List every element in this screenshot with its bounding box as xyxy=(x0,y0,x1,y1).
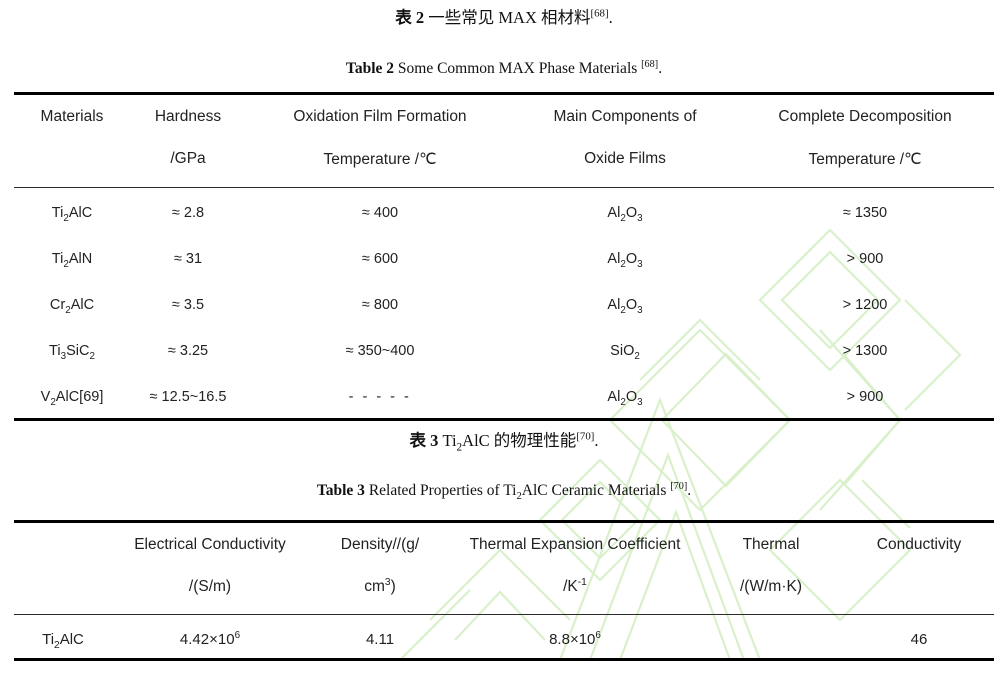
table2-cell-hardness: ≈ 31 xyxy=(173,251,203,267)
table2-cell-hardness: ≈ 3.25 xyxy=(167,343,209,359)
table2-header-row-1: Materials Hardness Oxidation Film Format… xyxy=(14,96,994,138)
table2-col-decomposition-temp-l2: Temperature /℃ xyxy=(808,150,922,168)
table2-cell-material: V2AlC[69] xyxy=(40,389,104,408)
table3-caption-cn-trailing: . xyxy=(594,431,599,450)
table2-cell-oxidation-temp: ≈ 400 xyxy=(361,205,399,221)
table3-header-row-2: /(S/m) cm3) /K-1 /(W/m·K) xyxy=(14,566,994,608)
table2-col-materials-l2 xyxy=(14,138,130,180)
table3-col-material-l1 xyxy=(14,524,112,566)
table2-cell-decomposition-temp: > 1200 xyxy=(842,297,888,313)
table2-cell-oxidation-temp: ≈ 600 xyxy=(361,251,399,267)
table2-cell-hardness: ≈ 3.5 xyxy=(171,297,205,313)
table3-col-density-l2: cm3) xyxy=(364,576,396,595)
table3-cell-thermal-conductivity xyxy=(698,617,844,662)
table2-cell-material: Ti3SiC2 xyxy=(49,343,95,362)
table3-caption-english: Table 3 Related Properties of Ti2AlC Cer… xyxy=(0,480,1008,503)
table2-cell-oxide: Al2O3 xyxy=(607,297,643,316)
table3-col-thermal-expansion-l2: /K-1 xyxy=(563,576,587,595)
table2-caption-en-lead: Table 2 xyxy=(345,60,395,77)
table3-caption-en-pre: Related Properties of Ti xyxy=(368,482,517,499)
table2-cell-oxide: Al2O3 xyxy=(607,205,643,224)
table3-col-thermal-l2: /(W/m·K) xyxy=(740,578,802,595)
table2-header: Materials Hardness Oxidation Film Format… xyxy=(14,96,994,180)
table2-col-oxidation-temp-l1: Oxidation Film Formation xyxy=(293,108,467,125)
table-row: Cr2AlC ≈ 3.5 ≈ 800 Al2O3 > 1200 xyxy=(14,282,994,328)
table2-caption-en-text: Some Common MAX Phase Materials xyxy=(397,60,638,77)
table2-cell-decomposition-temp: > 1300 xyxy=(842,343,888,359)
table3-col-electrical-conductivity-l2: /(S/m) xyxy=(188,578,232,595)
table2-header-row-2: /GPa Temperature /℃ Oxide Films Temperat… xyxy=(14,138,994,180)
table2-cell-oxidation-temp: - - - - - xyxy=(348,389,412,405)
table3-col-material-l2 xyxy=(14,566,112,608)
table2-cell-hardness: ≈ 12.5~16.5 xyxy=(149,389,227,405)
table2-caption-cn-lead: 表 2 xyxy=(395,8,425,27)
table2-top-rule xyxy=(14,92,994,95)
table3-cell-electrical-conductivity: 4.42×106 xyxy=(179,630,241,648)
table2-col-hardness-l2: /GPa xyxy=(170,150,206,167)
table2-col-hardness-l1: Hardness xyxy=(154,108,222,125)
table3-caption-cn-post: AlC 的物理性能 xyxy=(462,431,577,450)
table2-cell-decomposition-temp: > 900 xyxy=(846,251,884,267)
table2-col-decomposition-temp-l1: Complete Decomposition xyxy=(778,108,952,125)
table2-caption-chinese: 表 2 一些常见 MAX 相材料[68]. xyxy=(0,7,1008,27)
table3-caption-cn-pre: Ti xyxy=(442,431,457,450)
table2-cell-oxide: SiO2 xyxy=(610,343,640,362)
table2-caption-cn-trailing: . xyxy=(608,8,613,27)
table3-body: Ti2AlC 4.42×106 4.11 8.8×106 46 xyxy=(14,617,994,662)
table2-caption-cn-text: 一些常见 MAX 相材料 xyxy=(428,8,591,27)
table3-cell-thermal-expansion: 8.8×106 xyxy=(549,630,601,648)
table2-cell-oxidation-temp: ≈ 350~400 xyxy=(345,343,415,359)
table2-col-oxide-components-l1: Main Components of xyxy=(553,108,697,125)
table2-body: Ti2AlC ≈ 2.8 ≈ 400 Al2O3 ≈ 1350 Ti2AlN ≈… xyxy=(14,190,994,420)
table3-col-conductivity-l2 xyxy=(844,566,994,608)
table3-caption-cn-ref: [70] xyxy=(576,430,595,443)
table3-header-rule xyxy=(14,614,994,616)
table2-cell-material: Ti2AlN xyxy=(51,251,93,270)
table3-bottom-rule xyxy=(14,658,994,661)
table3-col-thermal-l1: Thermal xyxy=(742,536,800,553)
table2-cell-material: Cr2AlC xyxy=(49,297,95,316)
table-row: Ti2AlN ≈ 31 ≈ 600 Al2O3 > 900 xyxy=(14,236,994,282)
table-row: V2AlC[69] ≈ 12.5~16.5 - - - - - Al2O3 > … xyxy=(14,374,994,420)
table2-cell-material: Ti2AlC xyxy=(51,205,93,224)
table3-caption-en-lead: Table 3 xyxy=(316,482,365,499)
table2-caption-en-trailing: . xyxy=(658,60,663,77)
table3-header: Electrical Conductivity Density//(g/ The… xyxy=(14,524,994,608)
table3-col-electrical-conductivity-l1: Electrical Conductivity xyxy=(134,536,286,553)
table-row: Ti2AlC 4.42×106 4.11 8.8×106 46 xyxy=(14,617,994,662)
table-row: Ti3SiC2 ≈ 3.25 ≈ 350~400 SiO2 > 1300 xyxy=(14,328,994,374)
table3-caption-en-ref: [70] xyxy=(670,480,688,492)
table-row: Ti2AlC ≈ 2.8 ≈ 400 Al2O3 ≈ 1350 xyxy=(14,190,994,236)
table2-col-oxide-components-l2: Oxide Films xyxy=(584,150,666,167)
table2-header-rule xyxy=(14,187,994,189)
table3-cell-material: Ti2AlC xyxy=(42,631,84,651)
table3-top-rule xyxy=(14,520,994,523)
table2-caption-english: Table 2 Some Common MAX Phase Materials … xyxy=(0,58,1008,77)
table3-col-conductivity-l1: Conductivity xyxy=(876,536,962,553)
table2-cell-oxide: Al2O3 xyxy=(607,251,643,270)
table3-header-row-1: Electrical Conductivity Density//(g/ The… xyxy=(14,524,994,566)
table2-col-oxidation-temp-l2: Temperature /℃ xyxy=(323,150,437,168)
table2-caption-en-ref: [68] xyxy=(641,58,659,70)
table3-caption-cn-sub: 2 xyxy=(456,441,463,454)
table2-cell-oxidation-temp: ≈ 800 xyxy=(361,297,399,313)
table3-col-density-l1: Density//(g/ xyxy=(340,536,420,553)
table3-caption-cn-lead: 表 3 xyxy=(409,431,439,450)
table2-col-materials-l1: Materials xyxy=(40,108,104,125)
table2-cell-oxide: Al2O3 xyxy=(607,389,643,408)
table2-bottom-rule xyxy=(14,418,994,421)
table2-cell-decomposition-temp: > 900 xyxy=(846,389,884,405)
table3-caption-en-post: AlC Ceramic Materials xyxy=(521,482,667,499)
table2-cell-decomposition-temp: ≈ 1350 xyxy=(842,205,888,221)
table2-cell-hardness: ≈ 2.8 xyxy=(171,205,205,221)
table3-caption-en-sub: 2 xyxy=(516,491,522,503)
table3-caption-en-trailing: . xyxy=(687,482,692,499)
table3-cell-density: 4.11 xyxy=(365,631,395,648)
table3-col-thermal-expansion-l1: Thermal Expansion Coefficient xyxy=(469,536,681,553)
table3-caption-chinese: 表 3 Ti2AlC 的物理性能[70]. xyxy=(0,430,1008,454)
table3-cell-thermal-conductivity-value: 46 xyxy=(910,631,928,648)
table2-caption-cn-ref: [68] xyxy=(590,7,609,20)
